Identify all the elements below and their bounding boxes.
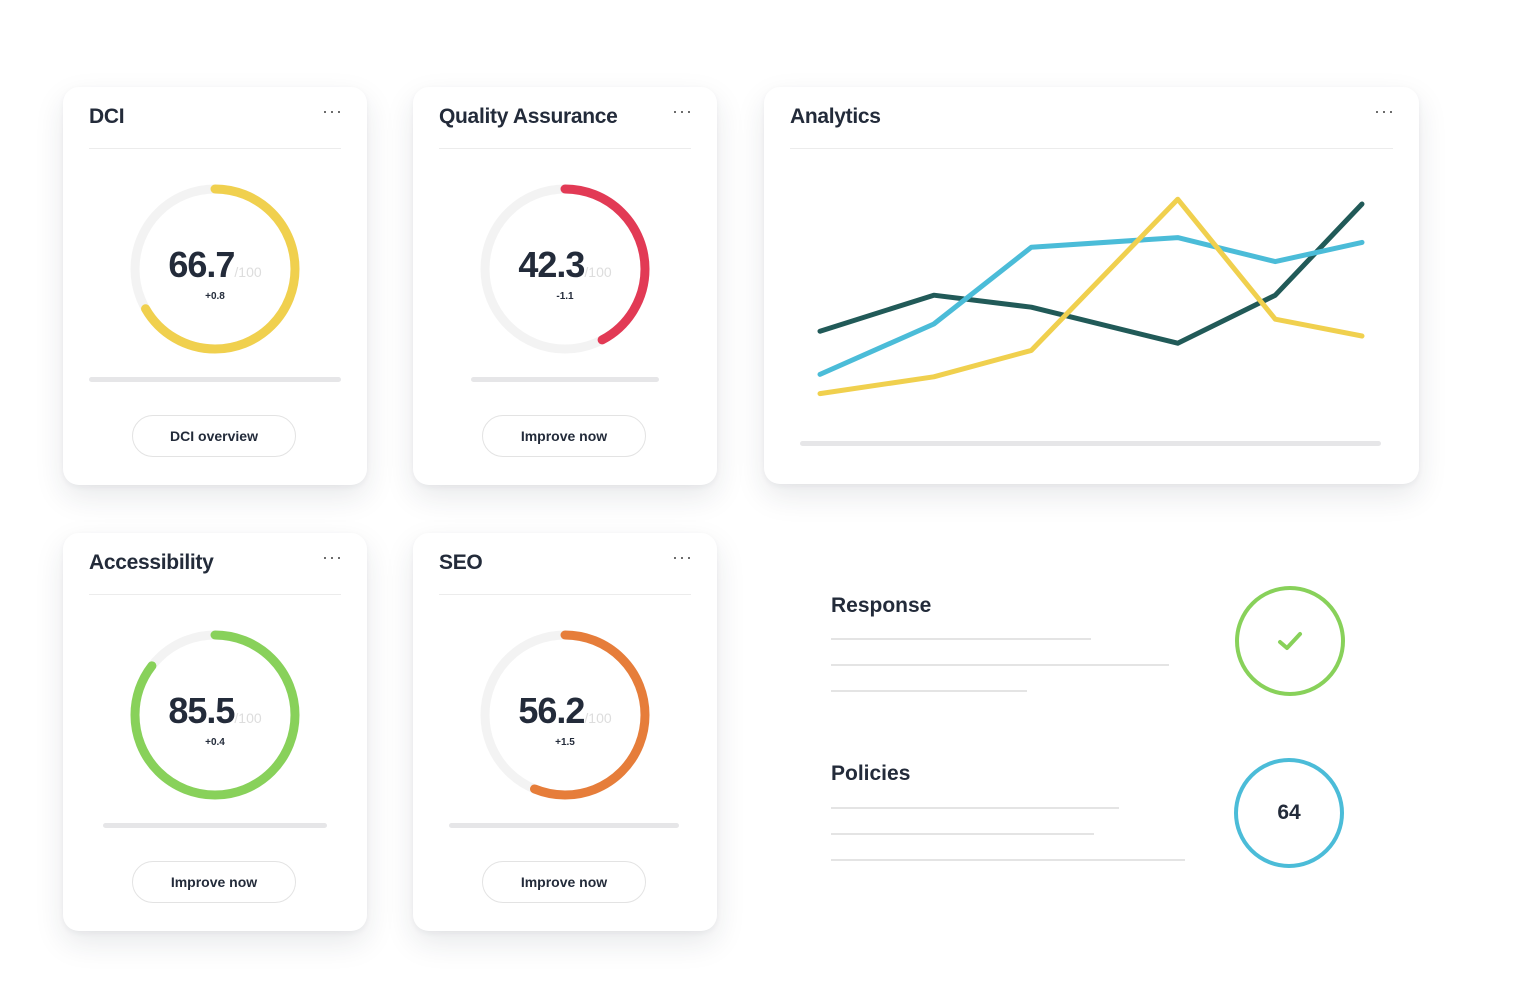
card-title: Quality Assurance	[439, 105, 618, 128]
score-delta: -1.1	[556, 291, 574, 302]
card-title: Accessibility	[89, 551, 214, 574]
policies-title: Policies	[831, 762, 911, 785]
score-value: 56.2	[518, 690, 585, 731]
gauge-arc	[480, 184, 650, 354]
score-max: /100	[234, 710, 262, 726]
check-icon	[1278, 632, 1302, 650]
score-card: SEO ··· 56.2/100 +1.5 Improve now	[413, 533, 717, 931]
placeholder-line	[831, 664, 1169, 666]
score-max: /100	[584, 710, 612, 726]
card-action-button[interactable]: DCI overview	[132, 415, 296, 457]
series-line-blue	[817, 235, 1365, 377]
card-title: DCI	[89, 105, 125, 128]
score-delta: +0.4	[205, 737, 225, 748]
score-gauge: 56.2/100 +1.5	[475, 625, 655, 805]
card-action-button[interactable]: Improve now	[482, 415, 646, 457]
score-max: /100	[234, 264, 262, 280]
response-status-circle	[1235, 586, 1345, 696]
score-card: Accessibility ··· 85.5/100 +0.4 Improve …	[63, 533, 367, 931]
progress-track	[471, 377, 659, 382]
score-value: 66.7	[168, 244, 235, 285]
analytics-card: Analytics ···	[764, 87, 1419, 484]
placeholder-line	[831, 859, 1185, 861]
score-card: Quality Assurance ··· 42.3/100 -1.1 Impr…	[413, 87, 717, 485]
more-options-icon[interactable]: ···	[672, 101, 693, 121]
divider	[439, 594, 691, 595]
divider	[439, 148, 691, 149]
divider	[790, 148, 1393, 149]
placeholder-line	[831, 833, 1094, 835]
progress-track	[449, 823, 679, 828]
score-card: DCI ··· 66.7/100 +0.8 DCI overview	[63, 87, 367, 485]
series-line-dark	[817, 201, 1365, 346]
placeholder-line	[831, 690, 1027, 692]
policies-count-circle: 64	[1234, 758, 1344, 868]
score-max: /100	[584, 264, 612, 280]
score-gauge: 66.7/100 +0.8	[125, 179, 305, 359]
gauge-arc	[130, 630, 300, 800]
more-options-icon[interactable]: ···	[672, 547, 693, 567]
more-options-icon[interactable]: ···	[1374, 101, 1395, 121]
chart-scrollbar[interactable]	[800, 441, 1381, 446]
score-delta: +0.8	[205, 291, 225, 302]
score-delta: +1.5	[555, 737, 575, 748]
score-gauge: 85.5/100 +0.4	[125, 625, 305, 805]
series-line-yellow	[817, 196, 1365, 397]
progress-track	[89, 377, 341, 382]
score-value: 85.5	[168, 690, 235, 731]
card-action-button[interactable]: Improve now	[482, 861, 646, 903]
divider	[89, 594, 341, 595]
more-options-icon[interactable]: ···	[322, 101, 343, 121]
policies-count: 64	[1277, 801, 1301, 824]
gauge-arc	[130, 184, 300, 354]
analytics-chart	[817, 196, 1365, 397]
more-options-icon[interactable]: ···	[322, 547, 343, 567]
score-gauge: 42.3/100 -1.1	[475, 179, 655, 359]
card-title: SEO	[439, 551, 483, 574]
placeholder-line	[831, 807, 1119, 809]
divider	[89, 148, 341, 149]
card-action-button[interactable]: Improve now	[132, 861, 296, 903]
analytics-title: Analytics	[790, 105, 881, 128]
placeholder-line	[831, 638, 1091, 640]
progress-track	[103, 823, 327, 828]
gauge-arc	[480, 630, 650, 800]
response-title: Response	[831, 594, 932, 617]
score-value: 42.3	[518, 244, 585, 285]
